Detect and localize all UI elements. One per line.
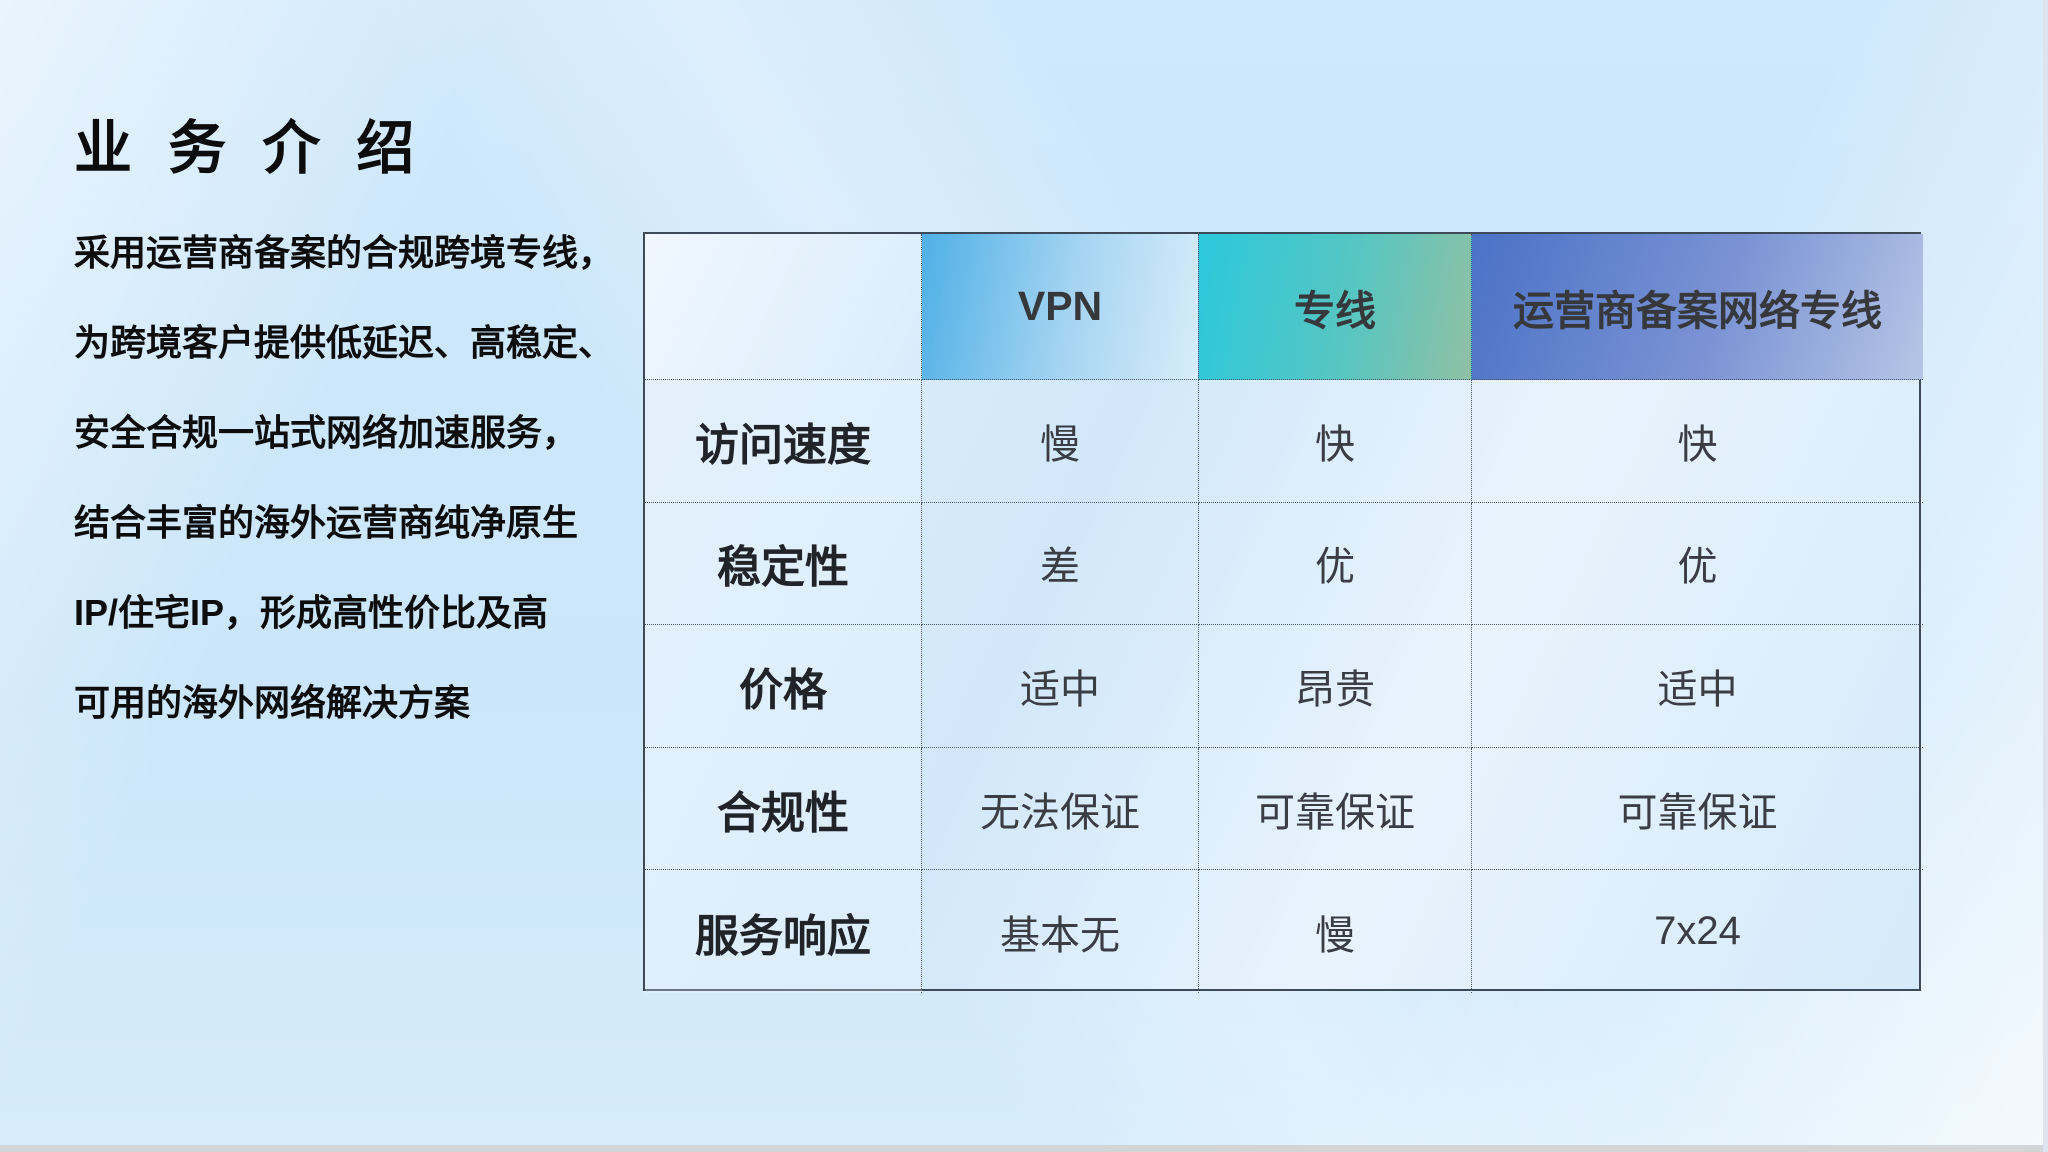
table-cell: 无法保证 <box>922 747 1199 871</box>
table-cell: 基本无 <box>922 870 1199 993</box>
table-cell: 7x24 <box>1654 909 1741 954</box>
intro-line: 安全合规一站式网络加速服务， <box>74 412 579 453</box>
table-header-carrier-line: 运营商备案网络专线 <box>1472 234 1923 380</box>
intro-line: 结合丰富的海外运营商纯净原生 <box>74 502 579 543</box>
intro-line: 为跨境客户提供低延迟、高稳定、 <box>74 322 615 363</box>
table-cell: 适中 <box>1472 625 1923 748</box>
intro-line: 可用的海外网络解决方案 <box>74 682 471 723</box>
table-cell: 可靠保证 <box>1199 747 1472 871</box>
table-cell: 昂贵 <box>1199 625 1472 748</box>
table-header-blank <box>645 234 922 380</box>
table-cell: 快 <box>1472 380 1923 503</box>
table-cell: 差 <box>922 502 1199 626</box>
table-cell: 慢 <box>1199 870 1472 993</box>
table-cell: 快 <box>1199 380 1472 503</box>
row-label-stability: 稳定性 <box>645 502 922 626</box>
table-cell: 优 <box>1472 503 1923 626</box>
row-label-price: 价格 <box>645 625 922 748</box>
bottom-edge-strip <box>0 1145 2048 1152</box>
intro-line: 采用运营商备案的合规跨境专线， <box>74 232 615 273</box>
table-cell: 慢 <box>922 380 1199 503</box>
table-header-dedicated-line: 专线 <box>1199 234 1472 380</box>
comparison-table: VPN 专线 运营商备案网络专线 访问速度 慢 快 快 稳定性 差 优 优 价格… <box>643 232 1923 993</box>
row-label-compliance: 合规性 <box>645 747 922 871</box>
table-cell: 优 <box>1199 502 1472 626</box>
row-label-service-response: 服务响应 <box>645 870 922 993</box>
intro-paragraph: 采用运营商备案的合规跨境专线， 为跨境客户提供低延迟、高稳定、 安全合规一站式网… <box>74 208 654 748</box>
intro-line: IP/住宅IP，形成高性价比及高 <box>74 592 549 633</box>
table-header-vpn: VPN <box>922 234 1199 380</box>
right-edge-strip <box>2043 0 2048 1152</box>
table-cell: 适中 <box>922 625 1199 748</box>
table-cell: 可靠保证 <box>1472 748 1923 871</box>
page-title: 业 务 介 绍 <box>74 115 425 181</box>
row-label-access-speed: 访问速度 <box>645 380 922 503</box>
